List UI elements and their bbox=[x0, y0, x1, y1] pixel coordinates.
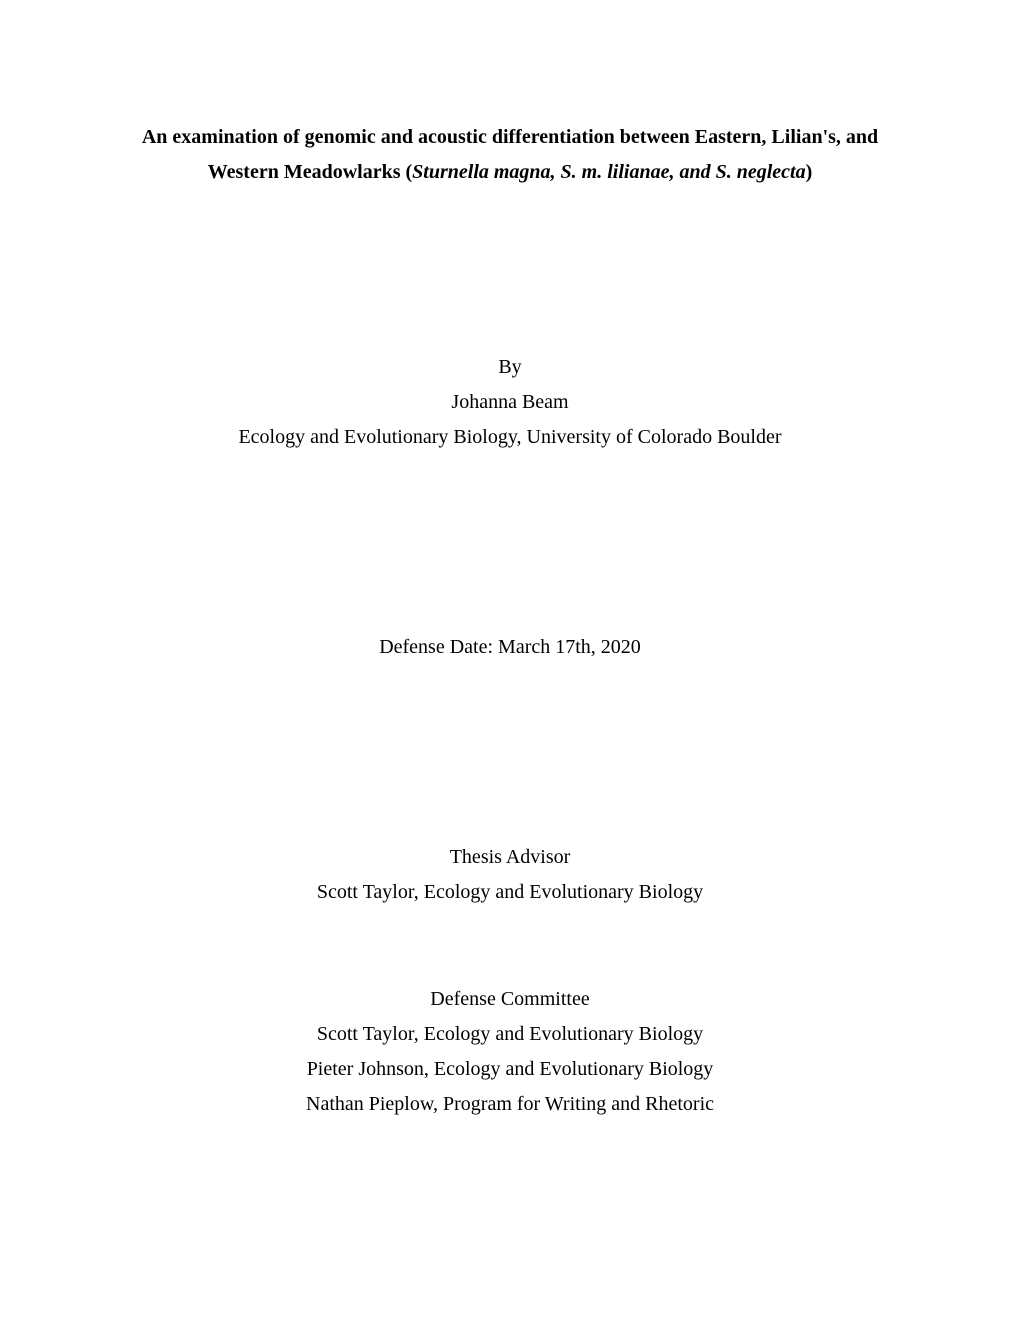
committee-section: Defense Committee Scott Taylor, Ecology … bbox=[120, 982, 900, 1122]
author-by: By bbox=[120, 350, 900, 385]
committee-member-3: Nathan Pieplow, Program for Writing and … bbox=[120, 1087, 900, 1122]
title-line-2-prefix: Western Meadowlarks ( bbox=[208, 161, 412, 183]
defense-date: Defense Date: March 17th, 2020 bbox=[120, 630, 900, 665]
author-affiliation: Ecology and Evolutionary Biology, Univer… bbox=[120, 420, 900, 455]
author-name: Johanna Beam bbox=[120, 385, 900, 420]
title-line-2: Western Meadowlarks (Sturnella magna, S.… bbox=[120, 155, 900, 190]
title-line-1: An examination of genomic and acoustic d… bbox=[120, 120, 900, 155]
advisor-section: Thesis Advisor Scott Taylor, Ecology and… bbox=[120, 840, 900, 910]
title-section: An examination of genomic and acoustic d… bbox=[120, 120, 900, 190]
committee-heading: Defense Committee bbox=[120, 982, 900, 1017]
advisor-name: Scott Taylor, Ecology and Evolutionary B… bbox=[120, 875, 900, 910]
defense-date-section: Defense Date: March 17th, 2020 bbox=[120, 630, 900, 665]
title-line-2-suffix: ) bbox=[806, 161, 813, 183]
committee-member-2: Pieter Johnson, Ecology and Evolutionary… bbox=[120, 1052, 900, 1087]
advisor-heading: Thesis Advisor bbox=[120, 840, 900, 875]
committee-member-1: Scott Taylor, Ecology and Evolutionary B… bbox=[120, 1017, 900, 1052]
author-section: By Johanna Beam Ecology and Evolutionary… bbox=[120, 350, 900, 455]
title-line-2-italic: Sturnella magna, S. m. lilianae, and S. … bbox=[412, 161, 805, 183]
